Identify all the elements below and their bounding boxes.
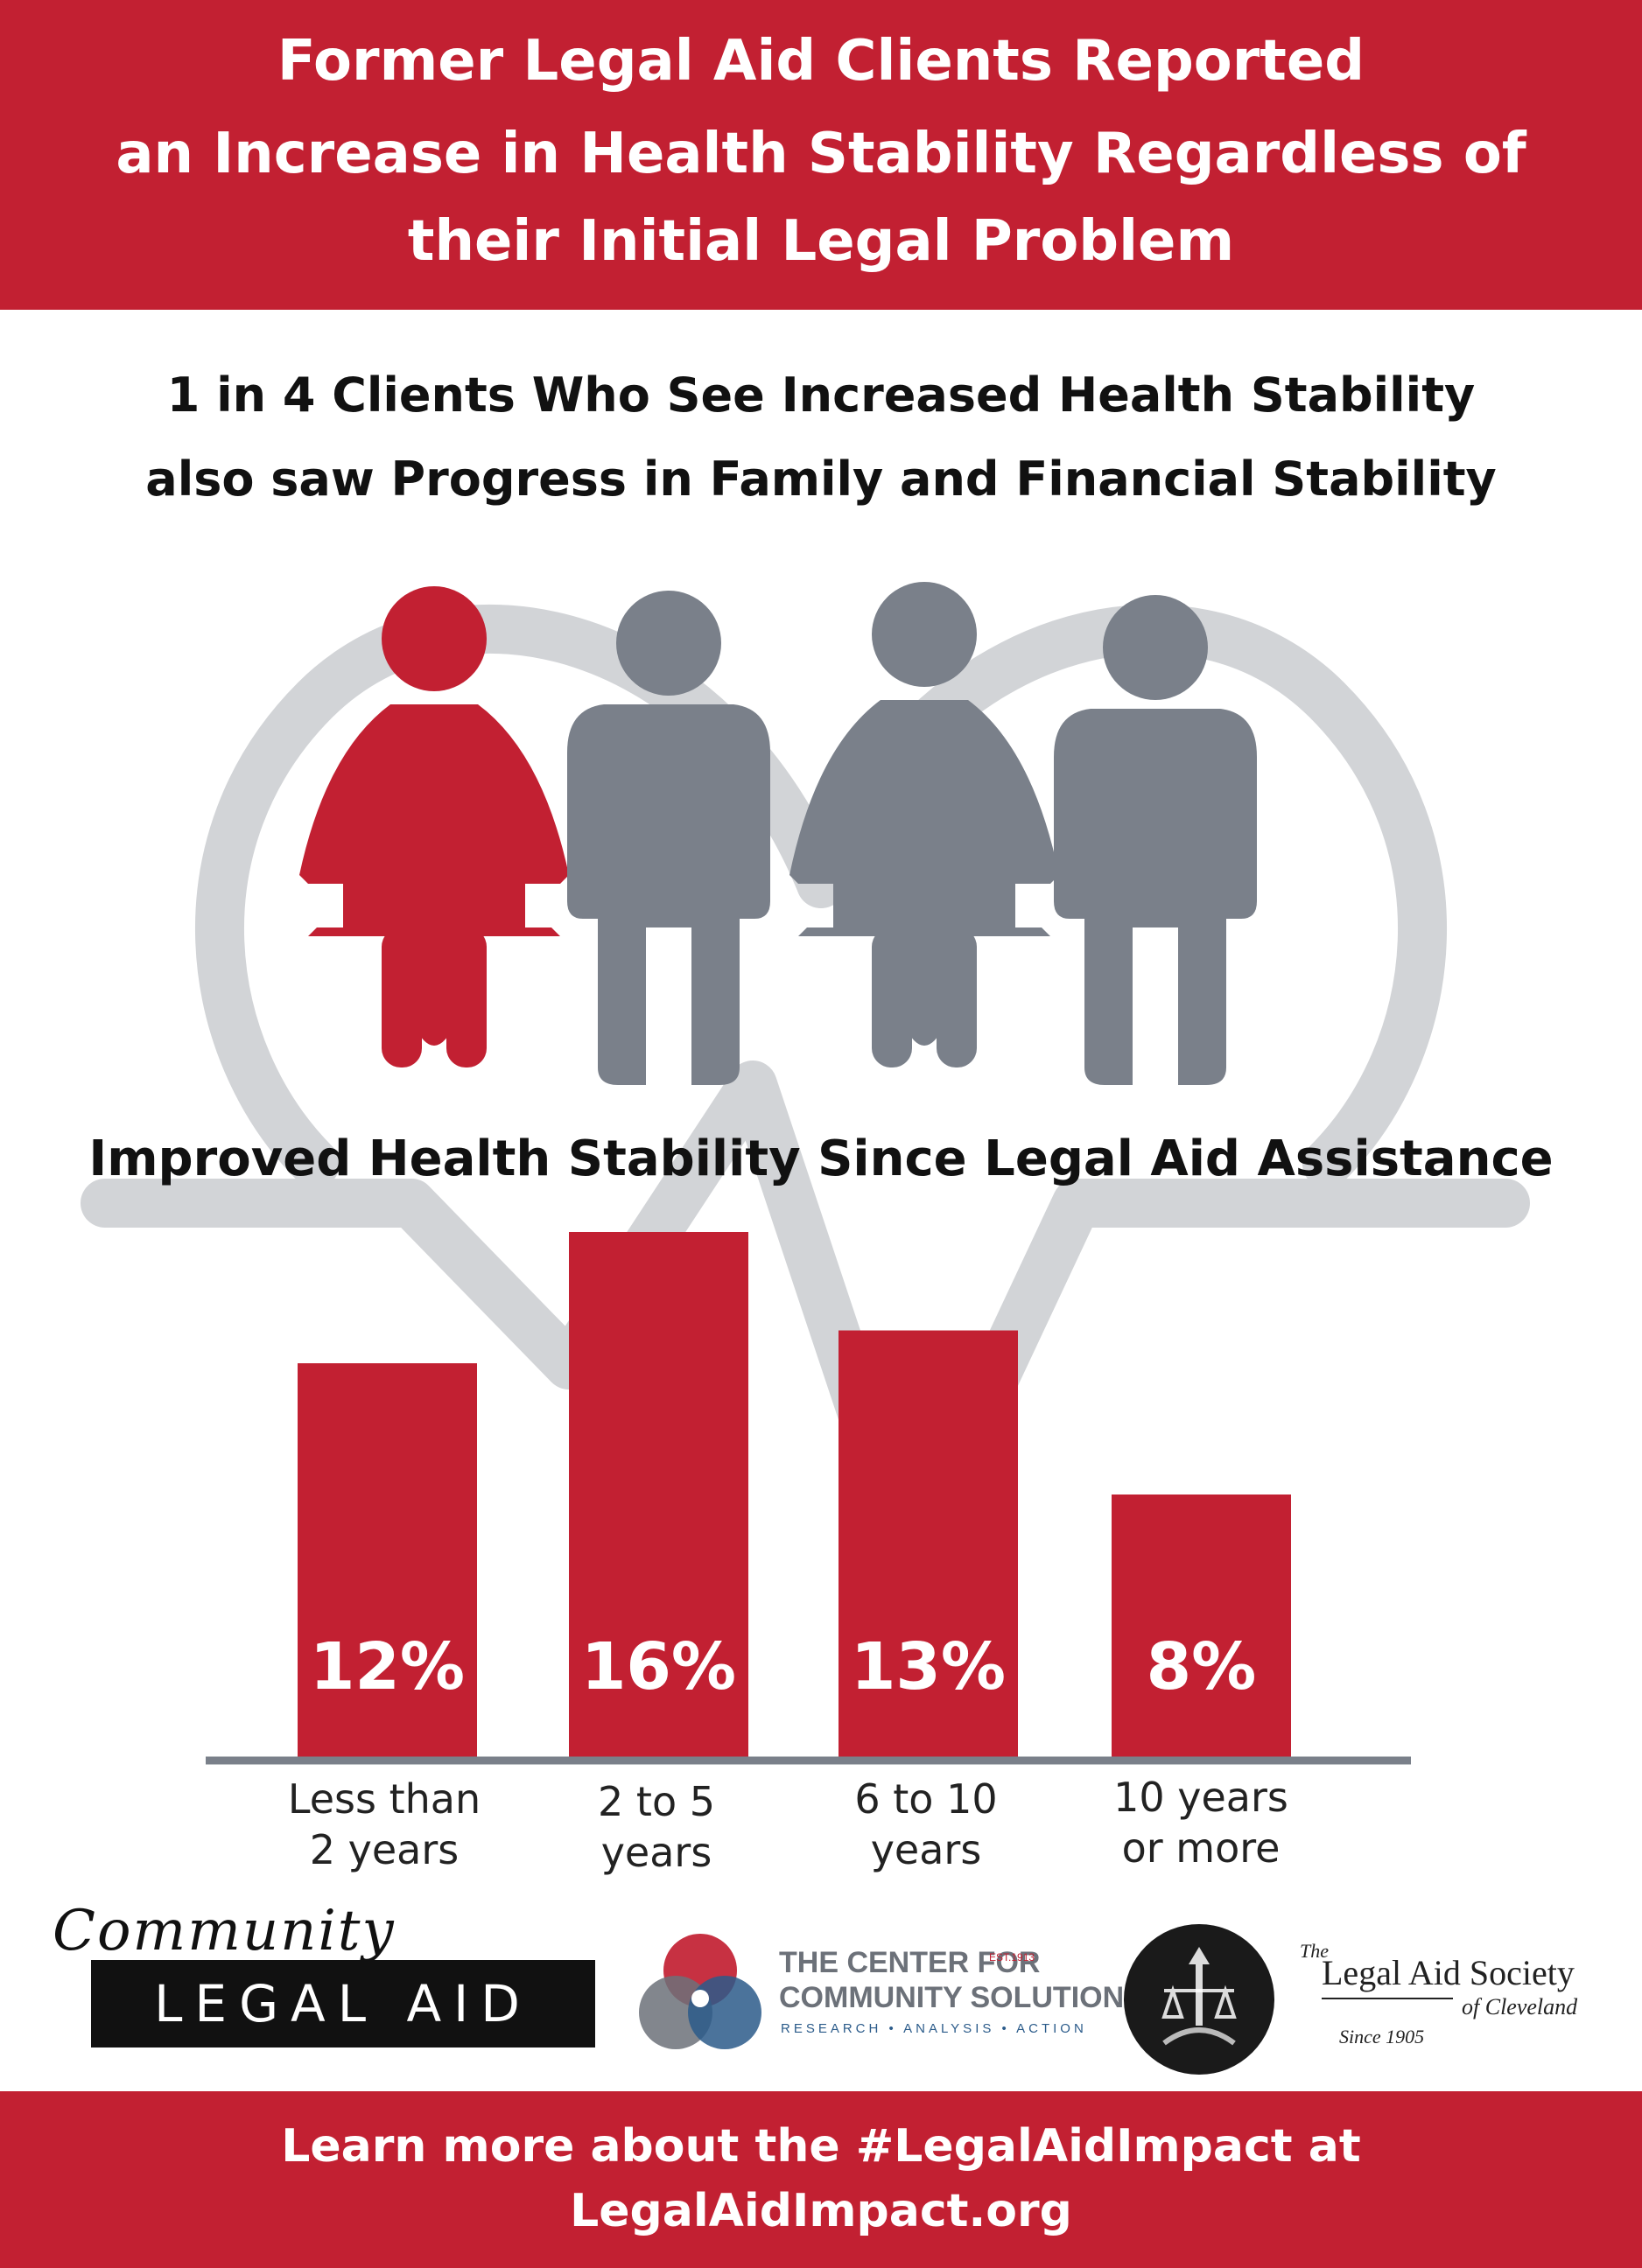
category-label-2: 2 to 5 years [516, 1776, 796, 1878]
bar-value-label-2: 16% [581, 1629, 736, 1704]
title-line-2: an Increase in Health Stability Regardle… [116, 122, 1526, 186]
las-rule [1322, 1998, 1453, 1999]
center-for-community-solutions-logo: THE CENTER FOR COMMUNITY SOLUTIONS RESEA… [630, 1925, 1144, 2056]
ccs-tagline: RESEARCH • ANALYSIS • ACTION [781, 2021, 1087, 2036]
bar-series: 12% 16% 13% 8% [298, 1232, 1291, 1757]
chart-title: Improved Health Stability Since Legal Ai… [88, 1130, 1554, 1187]
bar-value-label-1: 12% [310, 1629, 465, 1704]
category-label-1-line-2: 2 years [309, 1826, 460, 1873]
category-label-2-line-1: 2 to 5 [598, 1778, 715, 1825]
footer-banner: Learn more about the #LegalAidImpact at … [0, 2091, 1642, 2268]
ccs-est: EST.1913 [989, 1951, 1035, 1964]
title-line-3: their Initial Legal Problem [407, 209, 1235, 274]
lady-justice-seal-icon [1124, 1924, 1274, 2075]
bar-value-label-4: 8% [1147, 1629, 1257, 1704]
bar-4 [1112, 1494, 1291, 1757]
footer-line-1: Learn more about the #LegalAidImpact at [281, 2120, 1361, 2173]
category-label-2-line-2: years [600, 1829, 712, 1876]
las-since: Since 1905 [1339, 2026, 1425, 2048]
ccs-circles-icon [639, 1934, 761, 2049]
community-logo-script: Community [53, 1899, 396, 1964]
community-logo-block: LEGAL AID [91, 1960, 595, 2048]
ccs-line-1: THE CENTER FOR [779, 1946, 1041, 1979]
category-label-4-line-2: or more [1121, 1824, 1281, 1872]
bar-2 [569, 1232, 748, 1757]
ccs-line-2: COMMUNITY SOLUTIONS [779, 1981, 1144, 2014]
category-label-3-line-1: 6 to 10 [854, 1775, 998, 1823]
bar-1 [298, 1363, 477, 1757]
category-label-3: 6 to 10 years [786, 1774, 1066, 1875]
las-name: Legal Aid Society [1322, 1953, 1575, 1992]
infographic-graphics: 12% 16% 13% 8% [81, 582, 1530, 1765]
person-woman-icon [789, 582, 1059, 1068]
person-woman-highlighted-icon [299, 586, 569, 1068]
las-city: of Cleveland [1462, 1994, 1578, 2020]
subtitle-line-2: also saw Progress in Family and Financia… [145, 452, 1497, 507]
las-the: The [1300, 1940, 1329, 1962]
subtitle-line-1: 1 in 4 Clients Who See Increased Health … [166, 368, 1476, 423]
pictogram [299, 582, 1257, 1085]
footer-link[interactable]: LegalAidImpact.org [570, 2185, 1072, 2237]
bar-value-label-3: 13% [851, 1629, 1006, 1704]
person-man-2-icon [1054, 595, 1257, 1085]
bar-3 [839, 1330, 1018, 1757]
person-man-icon [567, 591, 770, 1085]
legal-aid-society-cleveland-logo: The Legal Aid Society of Cleveland Since… [1112, 1921, 1602, 2075]
title-line-1: Former Legal Aid Clients Reported [277, 29, 1365, 94]
category-label-1: Less than 2 years [244, 1774, 524, 1875]
category-label-3-line-2: years [870, 1826, 982, 1873]
community-legal-aid-logo: Community LEGAL AID [53, 1899, 595, 2056]
title-banner: Former Legal Aid Clients Reported an Inc… [0, 0, 1642, 310]
category-label-1-line-1: Less than [287, 1775, 481, 1823]
category-label-4: 10 years or more [1061, 1772, 1341, 1873]
category-label-4-line-1: 10 years [1113, 1774, 1288, 1821]
